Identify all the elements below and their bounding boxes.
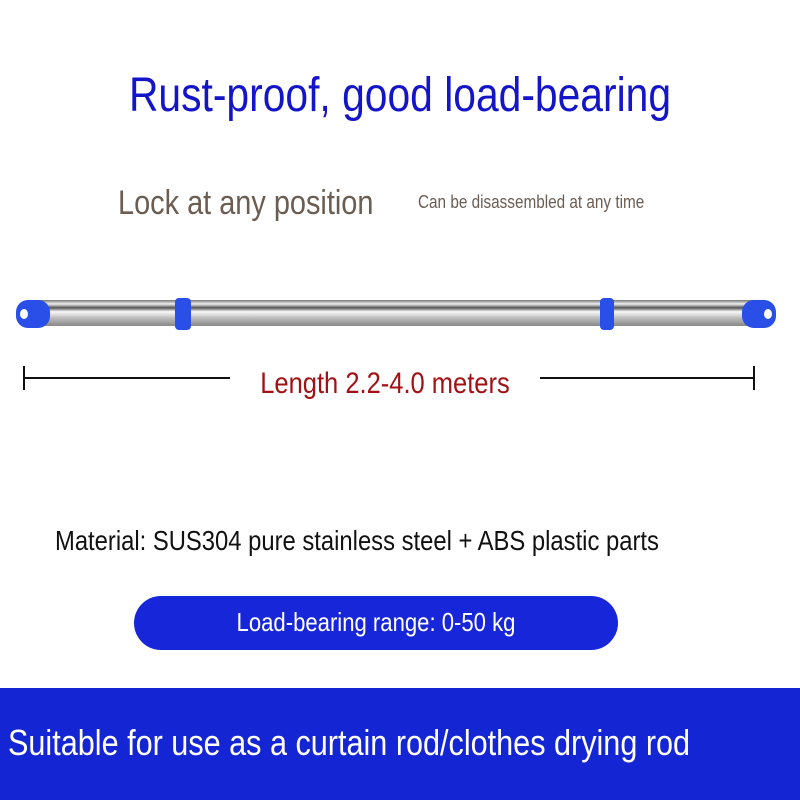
left-lock-collar xyxy=(175,298,191,330)
usage-banner xyxy=(0,688,800,800)
load-bearing-badge xyxy=(134,596,618,650)
steel-tube xyxy=(30,300,760,326)
feature-lock: Lock at any position xyxy=(118,184,374,222)
dimension-line-left xyxy=(24,377,230,379)
length-label: Length 2.2-4.0 meters xyxy=(260,367,510,400)
right-lock-collar xyxy=(600,298,614,330)
material-text: Material: SUS304 pure stainless steel + … xyxy=(55,525,659,556)
feature-disassemble: Can be disassembled at any time xyxy=(418,192,645,212)
right-end-cap xyxy=(742,300,776,328)
dimension-line-right xyxy=(540,377,754,379)
headline: Rust-proof, good load-bearing xyxy=(128,69,672,122)
dimension-tick-right xyxy=(753,366,755,390)
left-end-cap xyxy=(16,300,50,328)
load-bearing-text: Load-bearing range: 0-50 kg xyxy=(236,607,516,637)
usage-text: Suitable for use as a curtain rod/clothe… xyxy=(8,722,691,763)
